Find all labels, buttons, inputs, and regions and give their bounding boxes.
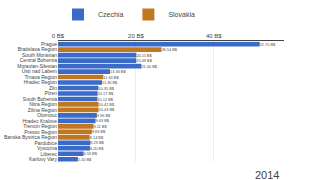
svg-text:51.75 B$: 51.75 B$ bbox=[260, 42, 276, 47]
svg-text:Trnava Region: Trnava Region bbox=[24, 74, 57, 80]
svg-text:0 B$: 0 B$ bbox=[52, 33, 65, 39]
svg-text:6.53 B$: 6.53 B$ bbox=[83, 151, 97, 156]
svg-text:South Moravian: South Moravian bbox=[22, 52, 57, 58]
svg-text:10.12 B$: 10.12 B$ bbox=[97, 97, 113, 102]
svg-text:9.96 B$: 9.96 B$ bbox=[97, 113, 111, 118]
svg-text:20.11 B$: 20.11 B$ bbox=[136, 53, 152, 58]
svg-text:8.29 B$: 8.29 B$ bbox=[90, 140, 104, 145]
svg-text:Hradec Region: Hradec Region bbox=[24, 79, 58, 85]
svg-text:Moravian-Silesian: Moravian-Silesian bbox=[17, 63, 57, 69]
svg-text:13.36 B$: 13.36 B$ bbox=[110, 69, 126, 74]
svg-text:Zlin: Zlin bbox=[49, 85, 57, 91]
svg-text:Prague: Prague bbox=[41, 41, 57, 47]
svg-text:26.54 B$: 26.54 B$ bbox=[161, 47, 177, 52]
svg-text:5.10 B$: 5.10 B$ bbox=[78, 157, 92, 162]
svg-text:21.40 B$: 21.40 B$ bbox=[141, 64, 157, 69]
svg-text:40 B$: 40 B$ bbox=[206, 33, 222, 39]
svg-text:Karlovy Vary: Karlovy Vary bbox=[29, 156, 57, 162]
svg-text:Vysocina: Vysocina bbox=[37, 145, 57, 151]
svg-text:2014: 2014 bbox=[255, 169, 279, 180]
svg-text:Banska Bystrica Region: Banska Bystrica Region bbox=[4, 134, 57, 140]
svg-text:9.11 B$: 9.11 B$ bbox=[94, 124, 108, 129]
svg-text:Zilina Region: Zilina Region bbox=[28, 107, 57, 113]
svg-text:9.63 B$: 9.63 B$ bbox=[96, 118, 110, 123]
svg-text:Olomouc: Olomouc bbox=[37, 112, 58, 118]
svg-text:Slovakia: Slovakia bbox=[168, 11, 195, 18]
svg-text:10.43 B$: 10.43 B$ bbox=[99, 107, 115, 112]
svg-text:Central Bohemia: Central Bohemia bbox=[20, 57, 57, 63]
svg-text:Presov Region: Presov Region bbox=[24, 129, 57, 135]
svg-text:Nitra Region: Nitra Region bbox=[29, 101, 57, 107]
svg-text:11.30 B$: 11.30 B$ bbox=[102, 80, 118, 85]
svg-text:8.20 B$: 8.20 B$ bbox=[90, 146, 104, 151]
svg-text:10.41 B$: 10.41 B$ bbox=[99, 102, 115, 107]
svg-text:South Bohemia: South Bohemia bbox=[23, 96, 57, 102]
svg-text:Ústí nad Labem: Ústí nad Labem bbox=[22, 68, 57, 74]
svg-text:Plzen: Plzen bbox=[44, 90, 57, 96]
svg-text:Bratislava Region: Bratislava Region bbox=[18, 46, 57, 52]
svg-text:Trencin Region: Trencin Region bbox=[23, 123, 57, 129]
svg-text:8.69 B$: 8.69 B$ bbox=[92, 129, 106, 134]
svg-text:10.35 B$: 10.35 B$ bbox=[98, 86, 114, 91]
svg-text:10.17 B$: 10.17 B$ bbox=[98, 91, 114, 96]
svg-text:Pardubice: Pardubice bbox=[34, 140, 57, 146]
svg-text:8.14 B$: 8.14 B$ bbox=[90, 135, 104, 140]
svg-text:Liberec: Liberec bbox=[41, 151, 58, 157]
svg-text:20 B$: 20 B$ bbox=[128, 33, 144, 39]
svg-text:11.63 B$: 11.63 B$ bbox=[103, 75, 119, 80]
svg-text:20.09 B$: 20.09 B$ bbox=[136, 58, 152, 63]
svg-text:Czechia: Czechia bbox=[98, 11, 123, 18]
svg-text:Hradec Kralove: Hradec Kralove bbox=[23, 118, 58, 124]
